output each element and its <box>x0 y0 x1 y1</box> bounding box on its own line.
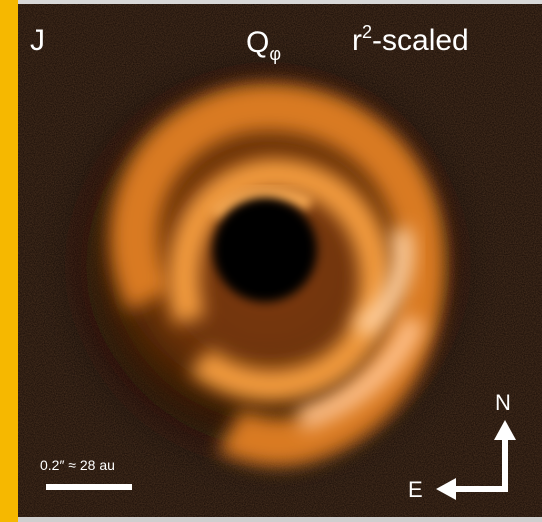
figure: J Qφ r2-scaled 0.2″ ≈ 28 au N E <box>0 0 542 522</box>
bottom-edge <box>18 517 542 522</box>
left-border <box>0 0 18 522</box>
scaling-base: r <box>352 24 362 57</box>
band-label: J <box>30 24 45 57</box>
stokes-main: Q <box>246 26 269 59</box>
scale-bar-label: 0.2″ ≈ 28 au <box>40 457 115 473</box>
compass-north: N <box>495 390 511 415</box>
scaling-rest: -scaled <box>372 24 469 57</box>
top-edge <box>18 0 542 4</box>
compass-east: E <box>408 477 423 502</box>
scaling-sup: 2 <box>362 22 372 42</box>
stokes-sub: φ <box>269 44 281 64</box>
disk <box>68 65 468 465</box>
scale-bar <box>46 484 132 490</box>
